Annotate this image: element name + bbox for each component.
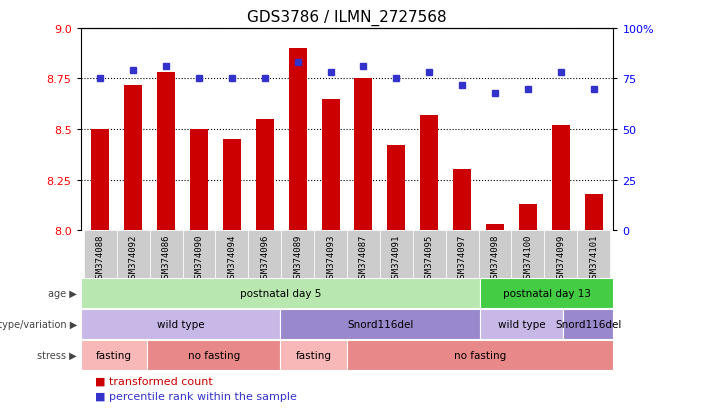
Text: GSM374086: GSM374086 xyxy=(162,234,170,282)
Bar xyxy=(150,230,182,278)
Bar xyxy=(147,340,280,370)
Bar xyxy=(117,230,150,278)
Text: postnatal day 13: postnatal day 13 xyxy=(503,289,591,299)
Text: ■ percentile rank within the sample: ■ percentile rank within the sample xyxy=(95,391,297,401)
Text: GSM374097: GSM374097 xyxy=(458,234,467,282)
Bar xyxy=(190,130,208,230)
Bar xyxy=(314,230,347,278)
Bar xyxy=(322,100,339,230)
Bar xyxy=(347,340,613,370)
Text: GSM374101: GSM374101 xyxy=(589,234,598,282)
Bar xyxy=(519,204,537,230)
Text: GSM374100: GSM374100 xyxy=(524,234,532,282)
Text: GSM374091: GSM374091 xyxy=(392,234,401,282)
Bar xyxy=(347,230,380,278)
Text: GSM374092: GSM374092 xyxy=(129,234,137,282)
Bar xyxy=(446,230,479,278)
Bar xyxy=(413,230,446,278)
Text: GSM374094: GSM374094 xyxy=(227,234,236,282)
Bar xyxy=(453,170,471,230)
Text: GSM374090: GSM374090 xyxy=(194,234,203,282)
Bar xyxy=(157,73,175,230)
Bar xyxy=(486,224,504,230)
Bar xyxy=(182,230,215,278)
Bar xyxy=(280,309,480,339)
Text: wild type: wild type xyxy=(157,319,204,329)
Text: GSM374089: GSM374089 xyxy=(293,234,302,282)
Bar xyxy=(564,309,613,339)
Bar xyxy=(380,230,413,278)
Bar xyxy=(256,120,274,230)
Bar xyxy=(387,146,405,230)
Text: postnatal day 5: postnatal day 5 xyxy=(240,289,321,299)
Bar xyxy=(480,279,613,309)
Bar xyxy=(281,230,314,278)
Text: GSM374098: GSM374098 xyxy=(491,234,500,282)
Bar xyxy=(81,340,147,370)
Bar xyxy=(355,79,372,230)
Bar xyxy=(223,140,241,230)
Bar xyxy=(84,230,117,278)
Bar xyxy=(81,309,280,339)
Text: stress ▶: stress ▶ xyxy=(37,350,77,360)
Bar xyxy=(215,230,248,278)
Text: ■ transformed count: ■ transformed count xyxy=(95,376,212,386)
Bar xyxy=(577,230,610,278)
Bar xyxy=(585,194,603,230)
Text: fasting: fasting xyxy=(96,350,132,360)
Bar xyxy=(81,279,480,309)
Bar xyxy=(544,230,577,278)
Bar xyxy=(280,340,347,370)
Text: genotype/variation ▶: genotype/variation ▶ xyxy=(0,319,77,329)
Text: age ▶: age ▶ xyxy=(48,289,77,299)
Bar xyxy=(480,309,564,339)
Text: GSM374099: GSM374099 xyxy=(557,234,565,282)
Bar xyxy=(289,49,307,230)
Text: GSM374088: GSM374088 xyxy=(96,234,105,282)
Bar xyxy=(248,230,281,278)
Bar xyxy=(512,230,544,278)
Text: GSM374087: GSM374087 xyxy=(359,234,368,282)
Bar xyxy=(552,126,570,230)
Text: GSM374096: GSM374096 xyxy=(260,234,269,282)
Text: Snord116del: Snord116del xyxy=(555,319,622,329)
Bar xyxy=(91,130,109,230)
Bar xyxy=(124,85,142,230)
Title: GDS3786 / ILMN_2727568: GDS3786 / ILMN_2727568 xyxy=(247,10,447,26)
Bar xyxy=(420,116,438,230)
Text: no fasting: no fasting xyxy=(454,350,506,360)
Text: GSM374093: GSM374093 xyxy=(326,234,335,282)
Text: GSM374095: GSM374095 xyxy=(425,234,434,282)
Text: Snord116del: Snord116del xyxy=(347,319,414,329)
Text: fasting: fasting xyxy=(296,350,332,360)
Bar xyxy=(479,230,512,278)
Text: wild type: wild type xyxy=(498,319,545,329)
Text: no fasting: no fasting xyxy=(188,350,240,360)
